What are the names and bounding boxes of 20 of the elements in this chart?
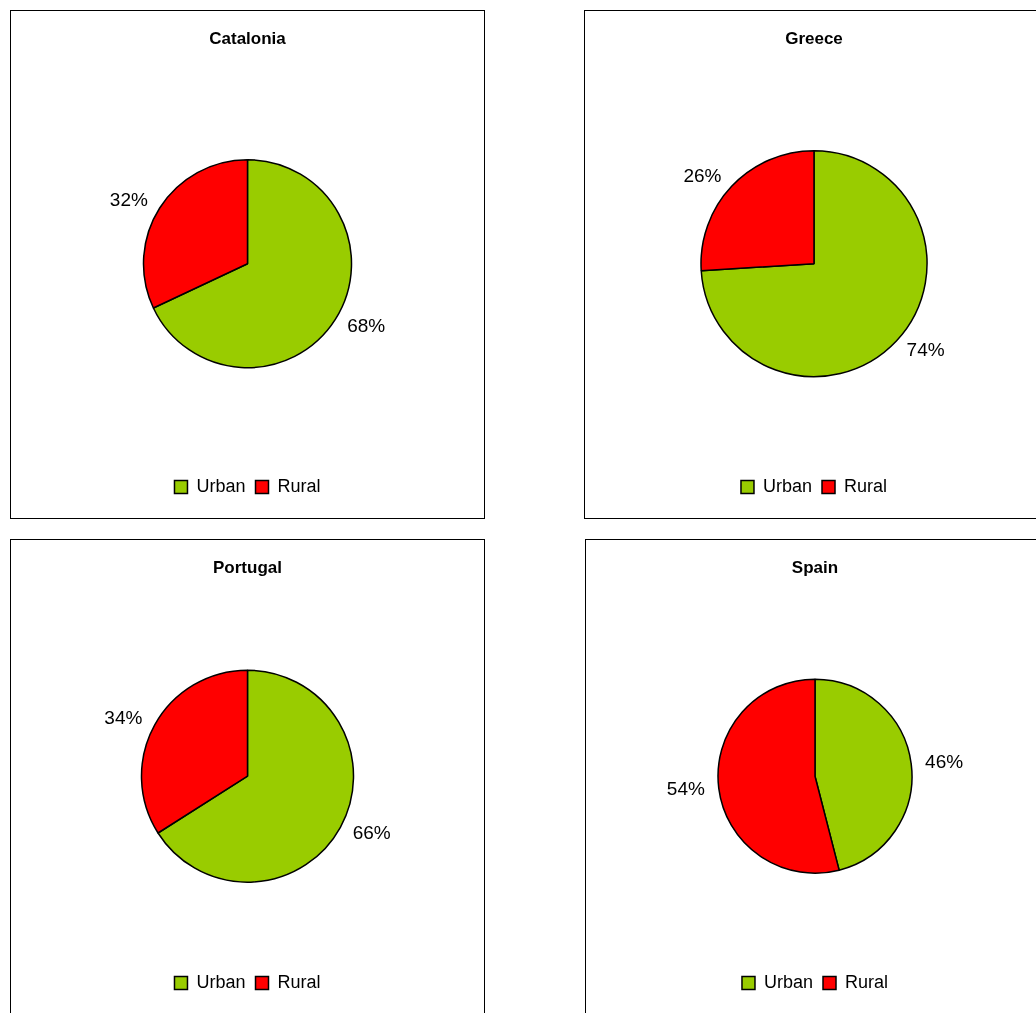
- chart-title: Spain: [791, 557, 839, 577]
- data-label: 74%: [906, 338, 945, 360]
- legend-label: Rural: [844, 475, 888, 496]
- data-label: 68%: [347, 315, 386, 337]
- data-label: 32%: [109, 188, 148, 210]
- data-label: 26%: [683, 165, 722, 186]
- legend-label: Urban: [763, 971, 814, 992]
- chart-title: Portugal: [213, 557, 282, 577]
- data-label: 34%: [104, 706, 143, 728]
- chart-title: Greece: [785, 28, 843, 48]
- data-label: 66%: [352, 822, 391, 844]
- legend-label: Urban: [762, 475, 813, 496]
- legend-label: Rural: [277, 971, 321, 992]
- legend-label: Rural: [277, 475, 321, 496]
- data-label: 54%: [666, 778, 705, 800]
- legend-label: Urban: [196, 971, 246, 992]
- legend-label: Urban: [196, 475, 246, 496]
- chart-title: Catalonia: [209, 28, 287, 48]
- data-label: 46%: [925, 750, 964, 772]
- legend-label: Rural: [845, 971, 889, 992]
